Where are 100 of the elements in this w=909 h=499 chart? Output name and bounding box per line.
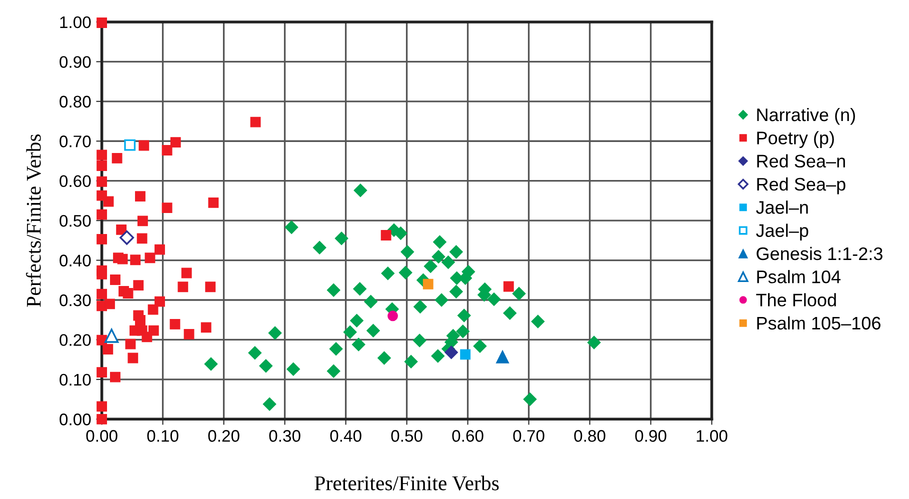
point xyxy=(142,332,152,342)
point xyxy=(130,254,141,266)
point xyxy=(104,328,119,343)
point xyxy=(398,266,412,280)
point xyxy=(208,197,219,208)
point xyxy=(350,314,364,328)
point xyxy=(162,202,172,214)
point xyxy=(449,284,463,298)
point xyxy=(262,397,276,411)
x-tick-label: 0.20 xyxy=(208,430,240,442)
legend-label: Jael–p xyxy=(756,224,808,241)
point xyxy=(96,18,108,28)
point xyxy=(432,250,446,264)
point xyxy=(154,296,165,307)
point xyxy=(125,338,136,350)
point xyxy=(286,362,300,376)
point xyxy=(431,349,445,363)
point xyxy=(96,367,108,378)
point xyxy=(248,346,262,360)
point xyxy=(503,281,514,292)
point xyxy=(531,314,545,328)
y-tick-label: 0.10 xyxy=(60,374,91,386)
point xyxy=(404,354,418,368)
point xyxy=(523,392,537,406)
point xyxy=(422,278,434,290)
point xyxy=(268,326,282,340)
point xyxy=(503,306,517,320)
point xyxy=(434,293,448,307)
point xyxy=(178,282,188,292)
point xyxy=(144,252,156,264)
point xyxy=(148,304,158,315)
x-tick-label: 0.40 xyxy=(330,430,362,442)
point xyxy=(412,334,426,348)
x-tick-label: 0.10 xyxy=(147,430,178,442)
point xyxy=(104,298,115,310)
point xyxy=(128,352,138,364)
point xyxy=(96,176,108,187)
point xyxy=(457,308,471,322)
point xyxy=(400,245,414,259)
legend-label: Narrative (n) xyxy=(757,108,855,125)
x-tick-label: 0.00 xyxy=(86,430,118,442)
point xyxy=(334,232,348,246)
point xyxy=(312,240,326,254)
y-tick-label: 0.80 xyxy=(60,96,91,108)
point xyxy=(496,350,510,364)
point xyxy=(259,359,273,373)
point xyxy=(136,233,148,244)
point xyxy=(442,256,455,269)
x-tick-label: 0.90 xyxy=(635,430,666,442)
point xyxy=(138,140,150,151)
legend-label: Poetry (p) xyxy=(757,131,834,148)
y-tick-label: 0.50 xyxy=(60,214,91,227)
x-tick-label: 0.70 xyxy=(513,430,544,442)
point xyxy=(154,244,165,255)
point xyxy=(487,292,501,306)
point xyxy=(103,196,114,207)
point xyxy=(124,139,136,151)
legend-label: The Flood xyxy=(756,293,836,306)
point xyxy=(284,220,298,234)
legend-label: Red Sea–p xyxy=(757,177,846,194)
point xyxy=(460,349,471,360)
point xyxy=(117,254,128,264)
y-tick-label: 0.40 xyxy=(60,254,91,266)
x-tick-label: 1.00 xyxy=(696,430,728,442)
x-tick-label: 0.50 xyxy=(391,430,422,442)
y-tick-label: 0.20 xyxy=(60,334,91,346)
point xyxy=(377,351,391,365)
point xyxy=(96,234,108,244)
point xyxy=(96,414,108,424)
x-tick-label: 0.80 xyxy=(574,430,606,442)
point xyxy=(96,209,108,220)
point xyxy=(354,184,368,198)
point xyxy=(587,336,601,350)
point xyxy=(96,150,108,160)
point xyxy=(204,357,218,371)
point xyxy=(444,346,458,360)
point xyxy=(200,322,212,333)
point xyxy=(343,325,357,339)
point xyxy=(110,372,120,382)
point xyxy=(133,280,144,291)
point xyxy=(184,328,194,340)
legend-label: Psalm 105–106 xyxy=(757,316,880,330)
point xyxy=(364,294,378,308)
x-tick-label: 0.30 xyxy=(269,430,300,442)
y-tick-label: 0.90 xyxy=(60,56,91,68)
point xyxy=(366,324,380,338)
y-tick-label: 0.60 xyxy=(60,175,91,188)
point xyxy=(512,286,526,300)
point xyxy=(353,282,367,296)
point xyxy=(135,191,146,202)
x-axis-title: Preterites/Finite Verbs xyxy=(314,476,499,490)
y-tick-label: 0.70 xyxy=(60,136,91,148)
point xyxy=(110,274,120,285)
point xyxy=(352,338,366,352)
point xyxy=(170,319,180,330)
point xyxy=(205,282,216,292)
point xyxy=(413,300,427,314)
point xyxy=(120,230,134,245)
point xyxy=(424,260,438,273)
legend-label: Psalm 104 xyxy=(757,270,841,284)
